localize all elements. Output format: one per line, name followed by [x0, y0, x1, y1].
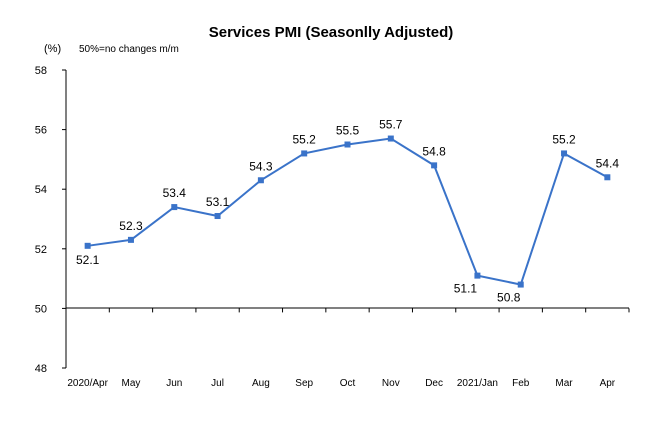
chart-title: Services PMI (Seasonlly Adjusted)	[209, 24, 454, 41]
data-point	[517, 281, 524, 288]
data-point	[214, 213, 221, 220]
data-label: 54.8	[422, 144, 446, 158]
chart-note: 50%=no changes m/m	[79, 44, 179, 55]
data-point	[431, 162, 438, 169]
x-tick-label: Nov	[382, 378, 400, 389]
x-tick-label: Sep	[295, 378, 313, 389]
data-point	[604, 174, 611, 181]
x-tick-label: 2020/Apr	[67, 378, 108, 389]
y-unit-label: (%)	[44, 43, 61, 55]
data-label: 52.1	[76, 253, 100, 267]
x-tick-label: May	[122, 378, 141, 389]
data-label: 55.2	[293, 132, 317, 146]
data-point	[84, 242, 91, 249]
data-label: 53.1	[206, 195, 230, 209]
data-label: 51.1	[454, 282, 478, 296]
data-point	[257, 177, 264, 184]
x-tick-label: Jul	[211, 378, 224, 389]
x-tick-label: Feb	[512, 378, 530, 389]
data-point	[387, 135, 394, 142]
x-tick-label: Mar	[555, 378, 573, 389]
y-tick-label: 56	[35, 125, 47, 137]
data-point	[171, 204, 178, 211]
y-tick-label: 50	[35, 303, 47, 315]
data-label: 55.2	[552, 132, 576, 146]
data-point	[301, 150, 308, 157]
x-tick-label: Jun	[166, 378, 182, 389]
series-line	[87, 137, 608, 286]
x-tick-label: Apr	[600, 378, 616, 389]
x-tick-label: 2021/Jan	[457, 378, 498, 389]
data-label: 55.5	[336, 124, 360, 138]
series-group: 52.1 52.3 53.4 53.1 54.3 55.2 55.5 55.7 54.8 51.1…	[76, 118, 619, 305]
data-label: 55.7	[379, 118, 403, 132]
y-tick-label: 48	[35, 363, 47, 375]
y-tick-label: 58	[35, 65, 47, 77]
y-tick-label: 52	[35, 244, 47, 256]
data-label: 54.4	[596, 156, 620, 170]
data-label: 52.3	[119, 219, 143, 233]
x-tick-label: Dec	[425, 378, 443, 389]
data-label: 54.3	[249, 159, 273, 173]
data-point	[474, 272, 481, 279]
x-tick-label: Aug	[252, 378, 270, 389]
data-point	[127, 236, 134, 243]
y-ticks: 48 50 52 54 56 58	[35, 65, 66, 375]
data-label: 53.4	[163, 186, 187, 200]
y-tick-label: 54	[35, 184, 47, 196]
data-point	[344, 141, 351, 148]
data-point	[561, 150, 568, 157]
x-tick-label: Oct	[340, 378, 356, 389]
data-label: 50.8	[497, 291, 521, 305]
x-ticks: 2020/Apr May Jun Jul Aug Sep Oct Nov Dec 2021/Jan…	[65, 308, 630, 389]
